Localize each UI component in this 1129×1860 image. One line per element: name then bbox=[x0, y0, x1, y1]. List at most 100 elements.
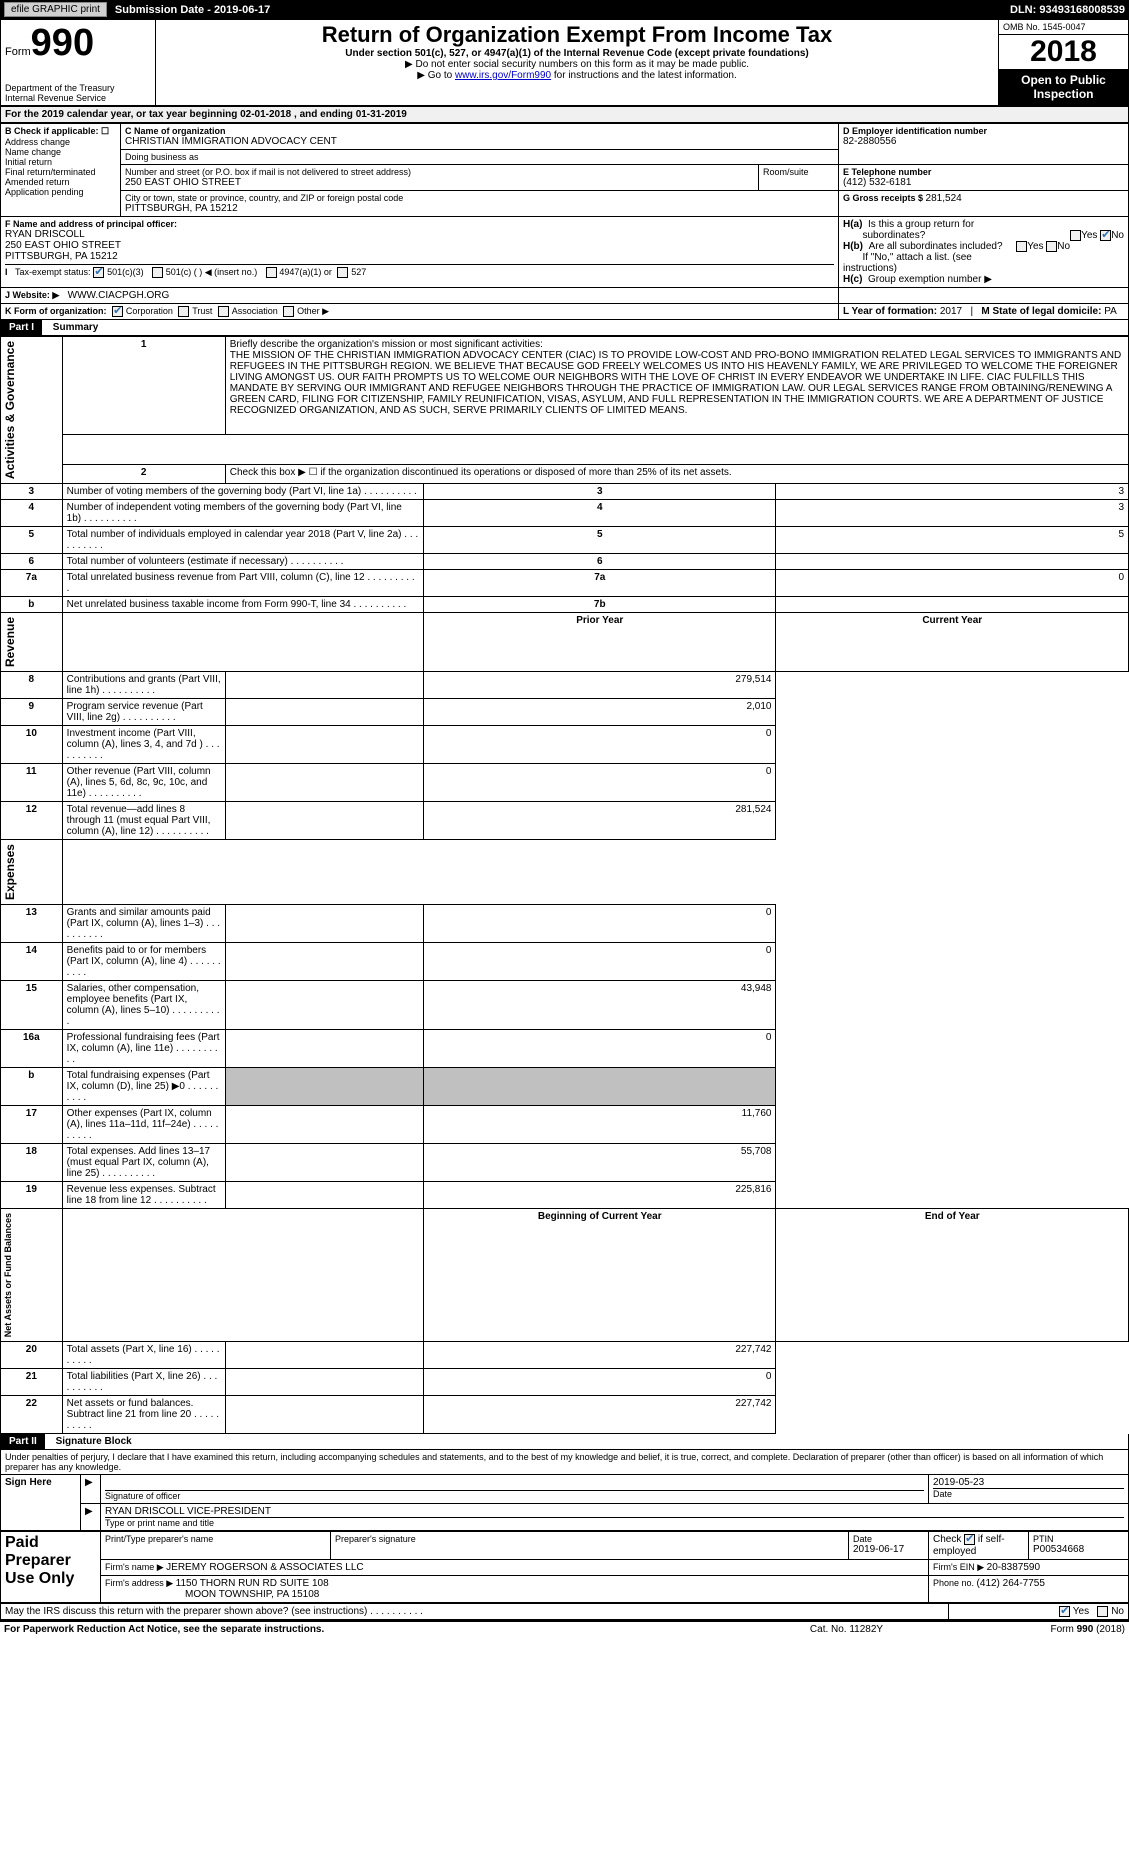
line-num: 13 bbox=[1, 905, 63, 943]
box-m-label: M State of legal domicile: bbox=[981, 306, 1104, 317]
line-box: 6 bbox=[424, 554, 776, 570]
part1-header: Part I Summary bbox=[0, 320, 1129, 336]
prior-value bbox=[225, 699, 423, 726]
hb-no-checkbox[interactable] bbox=[1046, 241, 1057, 252]
current-value: 0 bbox=[424, 764, 776, 802]
gray-cell bbox=[424, 1068, 776, 1106]
trust-checkbox[interactable] bbox=[178, 306, 189, 317]
prior-value bbox=[225, 981, 423, 1030]
line-text: Total number of volunteers (estimate if … bbox=[62, 554, 423, 570]
box-g-label: G Gross receipts $ bbox=[843, 193, 926, 203]
website: WWW.CIACPGH.ORG bbox=[68, 290, 170, 301]
dba-label: Doing business as bbox=[125, 152, 834, 162]
line-a-tax-year: For the 2019 calendar year, or tax year … bbox=[1, 107, 1129, 123]
gross-receipts: 281,524 bbox=[926, 193, 962, 204]
line-text: Contributions and grants (Part VIII, lin… bbox=[62, 672, 225, 699]
line-box: 5 bbox=[424, 527, 776, 554]
efile-button[interactable]: efile GRAPHIC print bbox=[4, 2, 107, 17]
paperwork-notice: For Paperwork Reduction Act Notice, see … bbox=[0, 1621, 753, 1637]
form-footer: Form 990 (2018) bbox=[940, 1621, 1129, 1637]
527-checkbox[interactable] bbox=[337, 267, 348, 278]
501c3-checkbox[interactable] bbox=[93, 267, 104, 278]
line-num: 16a bbox=[1, 1030, 63, 1068]
other-checkbox[interactable] bbox=[283, 306, 294, 317]
firm-name: JEREMY ROGERSON & ASSOCIATES LLC bbox=[166, 1562, 363, 1573]
line-num: b bbox=[1, 1068, 63, 1106]
net-label: Net Assets or Fund Balances bbox=[1, 1209, 15, 1341]
ha-no-checkbox[interactable] bbox=[1100, 230, 1111, 241]
box-j-label: J Website: ▶ bbox=[5, 290, 59, 300]
box-b: B Check if applicable: ☐ Address changeN… bbox=[1, 124, 121, 217]
begin-value bbox=[225, 1369, 423, 1396]
line-num: 21 bbox=[1, 1369, 63, 1396]
current-value: 0 bbox=[424, 943, 776, 981]
form-title: Return of Organization Exempt From Incom… bbox=[160, 22, 994, 48]
line-num: 22 bbox=[1, 1396, 63, 1434]
prior-value bbox=[225, 672, 423, 699]
dept-treasury: Department of the TreasuryInternal Reven… bbox=[5, 83, 151, 103]
org-name: CHRISTIAN IMMIGRATION ADVOCACY CENT bbox=[125, 136, 834, 147]
exp-label: Expenses bbox=[1, 840, 19, 904]
line-num: 18 bbox=[1, 1144, 63, 1182]
hb-yes-checkbox[interactable] bbox=[1016, 241, 1027, 252]
ptin: P00534668 bbox=[1033, 1544, 1124, 1555]
self-employed-checkbox[interactable] bbox=[964, 1534, 975, 1545]
line-text: Other expenses (Part IX, column (A), lin… bbox=[62, 1106, 225, 1144]
line-text: Total revenue—add lines 8 through 11 (mu… bbox=[62, 802, 225, 840]
paid-preparer-label: Paid Preparer Use Only bbox=[1, 1532, 101, 1602]
officer-addr2: PITTSBURGH, PA 15212 bbox=[5, 251, 834, 262]
current-value: 0 bbox=[424, 905, 776, 943]
discuss-yes-checkbox[interactable] bbox=[1059, 1606, 1070, 1617]
form-number: 990 bbox=[31, 22, 94, 64]
mission-text: THE MISSION OF THE CHRISTIAN IMMIGRATION… bbox=[230, 350, 1121, 416]
line-num: 5 bbox=[1, 527, 63, 554]
city-state-zip: PITTSBURGH, PA 15212 bbox=[125, 203, 834, 214]
boxb-item: Name change bbox=[5, 147, 116, 157]
line-text: Net assets or fund balances. Subtract li… bbox=[62, 1396, 225, 1434]
state-domicile: PA bbox=[1104, 306, 1117, 317]
box-l-label: L Year of formation: bbox=[843, 306, 940, 317]
typed-label: Type or print name and title bbox=[105, 1518, 1124, 1528]
part1-table: Activities & Governance 1 Briefly descri… bbox=[0, 336, 1129, 1434]
sig-date: 2019-05-23 bbox=[933, 1477, 1124, 1489]
box-e-label: E Telephone number bbox=[843, 167, 1124, 177]
corp-checkbox[interactable] bbox=[112, 306, 123, 317]
line-text: Benefits paid to or for members (Part IX… bbox=[62, 943, 225, 981]
current-value: 279,514 bbox=[424, 672, 776, 699]
q2-text: Check this box ▶ ☐ if the organization d… bbox=[225, 465, 1128, 484]
prior-value bbox=[225, 1182, 423, 1209]
assoc-checkbox[interactable] bbox=[218, 306, 229, 317]
line-text: Total expenses. Add lines 13–17 (must eq… bbox=[62, 1144, 225, 1182]
4947-checkbox[interactable] bbox=[266, 267, 277, 278]
prior-value bbox=[225, 943, 423, 981]
current-value: 0 bbox=[424, 726, 776, 764]
line-num: 4 bbox=[1, 500, 63, 527]
gov-label: Activities & Governance bbox=[1, 337, 19, 483]
current-value: 225,816 bbox=[424, 1182, 776, 1209]
omb-number: OMB No. 1545-0047 bbox=[999, 20, 1128, 35]
501c-checkbox[interactable] bbox=[152, 267, 163, 278]
boxb-item: Address change bbox=[5, 137, 116, 147]
current-value: 0 bbox=[424, 1030, 776, 1068]
box-c-label: C Name of organization bbox=[125, 126, 834, 136]
line-num: 6 bbox=[1, 554, 63, 570]
line-box: 3 bbox=[424, 484, 776, 500]
prior-value bbox=[225, 1106, 423, 1144]
declaration: Under penalties of perjury, I declare th… bbox=[0, 1450, 1129, 1474]
line-num: 14 bbox=[1, 943, 63, 981]
current-value: 11,760 bbox=[424, 1106, 776, 1144]
line-num: 11 bbox=[1, 764, 63, 802]
officer-addr1: 250 EAST OHIO STREET bbox=[5, 240, 834, 251]
boxb-item: Final return/terminated bbox=[5, 167, 116, 177]
discuss-no-checkbox[interactable] bbox=[1097, 1606, 1108, 1617]
box-f-label: F Name and address of principal officer: bbox=[5, 219, 834, 229]
line-num: 7a bbox=[1, 570, 63, 597]
prior-value bbox=[225, 905, 423, 943]
irs-link[interactable]: www.irs.gov/Form990 bbox=[455, 70, 551, 81]
firm-addr2: MOON TOWNSHIP, PA 15108 bbox=[105, 1589, 319, 1600]
line-num: b bbox=[1, 597, 63, 613]
dln: DLN: 93493168008539 bbox=[1010, 4, 1125, 16]
org-info-table: B Check if applicable: ☐ Address changeN… bbox=[0, 123, 1129, 320]
line-num: 20 bbox=[1, 1342, 63, 1369]
ha-yes-checkbox[interactable] bbox=[1070, 230, 1081, 241]
